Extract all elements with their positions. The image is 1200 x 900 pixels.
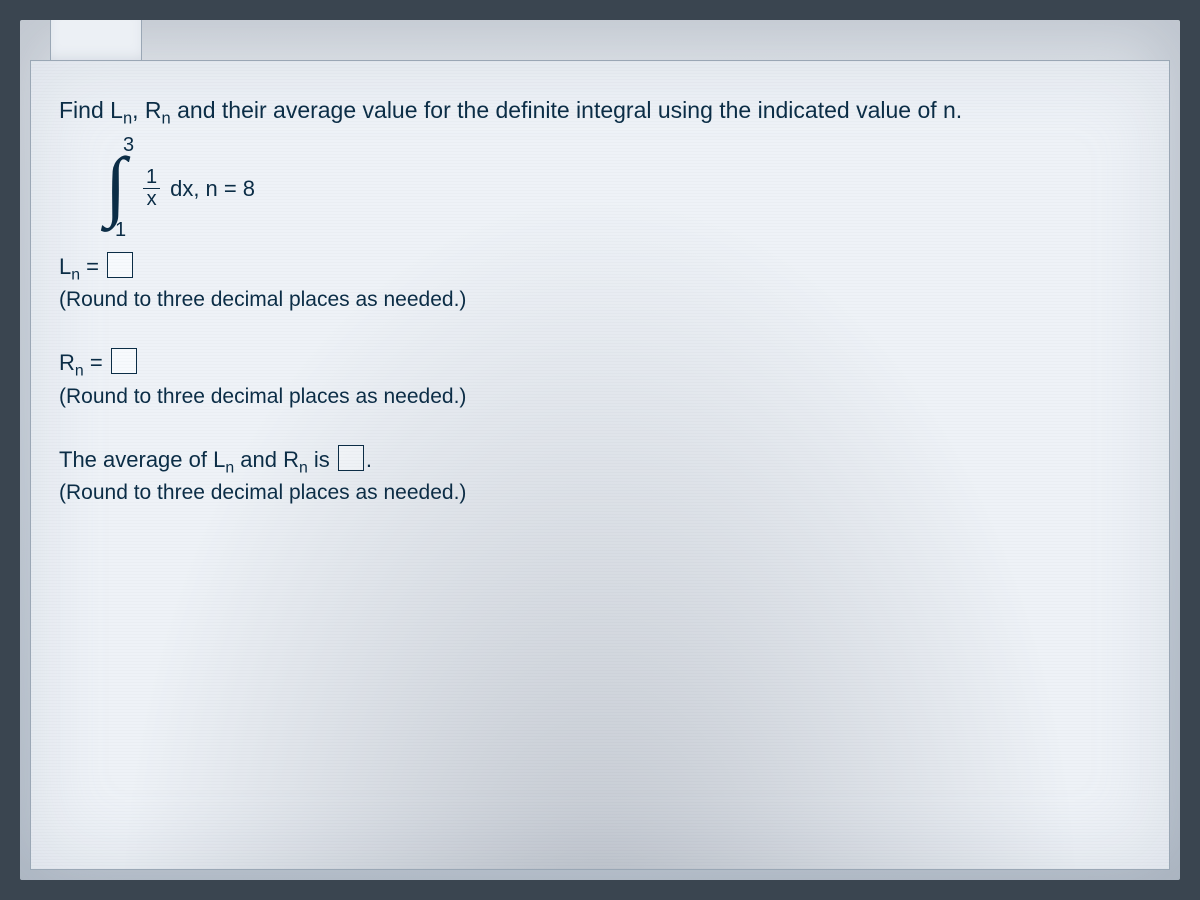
avg-text: The average of L: [59, 447, 225, 472]
prompt-text: , R: [132, 97, 161, 123]
avg-text: and R: [234, 447, 299, 472]
avg-hint: (Round to three decimal places as needed…: [59, 481, 1141, 505]
n-value: n = 8: [205, 176, 255, 202]
avg-sub1: n: [225, 459, 234, 476]
rn-sub: n: [75, 363, 84, 380]
question-panel: Find Ln, Rn and their average value for …: [30, 60, 1170, 870]
integral-expression: 3 ∫ 1 1 x dx, n = 8: [107, 150, 1141, 228]
prompt-sub-n1: n: [123, 109, 132, 128]
integral-lower-limit: 1: [115, 219, 126, 242]
dx-text: dx,: [170, 176, 199, 202]
prompt-sub-n2: n: [162, 109, 171, 128]
avg-sub2: n: [299, 459, 308, 476]
rn-input[interactable]: [111, 348, 137, 374]
integral-glyph: ∫: [105, 146, 126, 224]
integral-symbol: 3 ∫ 1: [107, 150, 137, 228]
avg-answer-row: The average of Ln and Rn is .: [59, 445, 1141, 477]
rn-hint: (Round to three decimal places as needed…: [59, 385, 1141, 409]
integrand-fraction: 1 x: [143, 167, 160, 210]
ln-hint: (Round to three decimal places as needed…: [59, 288, 1141, 312]
photo-frame: Find Ln, Rn and their average value for …: [20, 20, 1180, 880]
avg-input[interactable]: [338, 445, 364, 471]
ln-answer-row: Ln =: [59, 252, 1141, 284]
fraction-denominator: x: [144, 189, 160, 210]
prompt-text: Find L: [59, 97, 123, 123]
tab-edge: [50, 20, 142, 63]
ln-sub: n: [71, 266, 80, 283]
ln-label: L: [59, 254, 71, 279]
prompt-text: and their average value for the definite…: [171, 97, 962, 123]
fraction-numerator: 1: [143, 167, 160, 189]
ln-input[interactable]: [107, 252, 133, 278]
rn-answer-row: Rn =: [59, 348, 1141, 380]
question-prompt: Find Ln, Rn and their average value for …: [59, 95, 1141, 130]
equals-text: =: [84, 350, 109, 375]
avg-text: is: [308, 447, 336, 472]
rn-label: R: [59, 350, 75, 375]
avg-period: .: [366, 447, 372, 472]
equals-text: =: [80, 254, 105, 279]
